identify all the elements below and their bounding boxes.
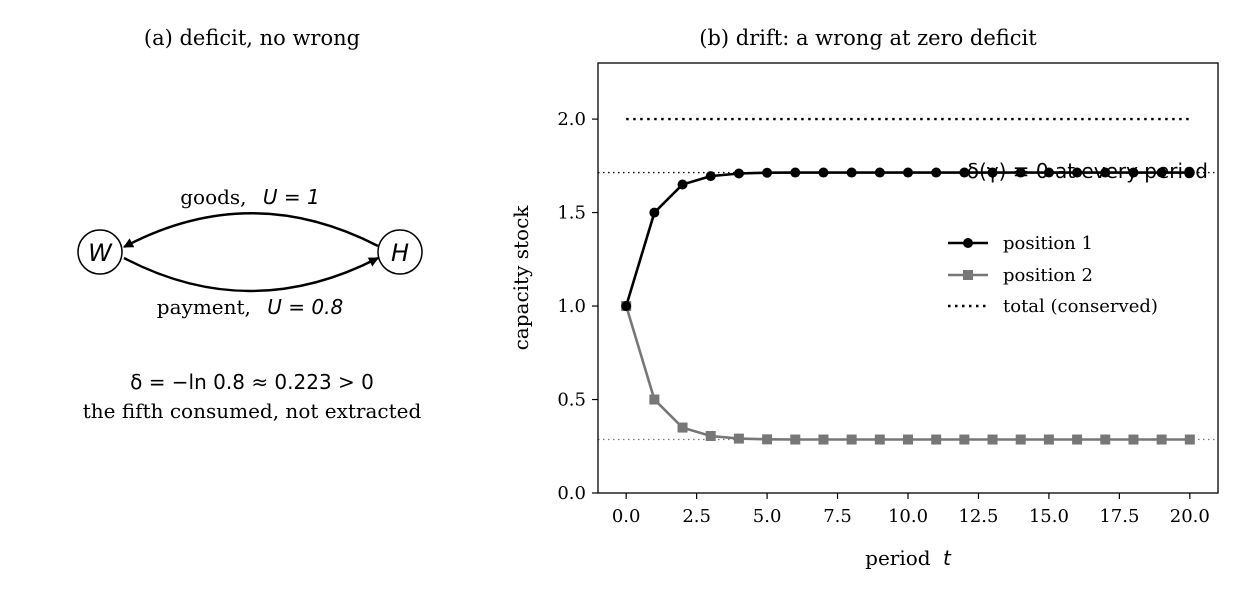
series-1-point bbox=[1128, 167, 1139, 178]
series-1-point bbox=[1072, 167, 1083, 178]
y-axis: 0.0 0.5 1.0 1.5 2.0 bbox=[557, 109, 598, 504]
series-2-point bbox=[874, 434, 885, 445]
node-w-label: W bbox=[88, 239, 113, 267]
series-2 bbox=[621, 301, 1195, 445]
legend-swatch-marker bbox=[963, 238, 973, 248]
panel-b-chart: (b) drift: a wrong at zero deficit 0.0 2.… bbox=[509, 26, 1219, 570]
panel-a: (a) deficit, no wrong W H goods, U = 1 p… bbox=[77, 26, 423, 423]
series-1-point bbox=[1100, 167, 1111, 178]
series-2-point bbox=[1128, 434, 1139, 445]
series-1-point bbox=[818, 167, 829, 178]
series-2-point bbox=[733, 433, 744, 444]
x-tick-label: 20.0 bbox=[1170, 506, 1210, 527]
series-2-point bbox=[818, 434, 829, 445]
x-tick-label: 7.5 bbox=[823, 506, 852, 527]
legend-label: position 1 bbox=[1003, 233, 1093, 254]
series-1-point bbox=[1043, 167, 1054, 178]
legend-label: total (conserved) bbox=[1003, 296, 1158, 317]
payment-label: payment, U = 0.8 bbox=[157, 295, 343, 319]
series-1-point bbox=[762, 167, 773, 178]
node-w-circle bbox=[77, 229, 123, 275]
series-1-point bbox=[733, 168, 744, 179]
legend: position 1 position 2 total (conserved) bbox=[948, 233, 1158, 317]
plot-frame bbox=[597, 62, 1219, 494]
panel-a-title: (a) deficit, no wrong bbox=[144, 26, 360, 50]
series-2-point bbox=[903, 434, 913, 445]
x-tick-label: 12.5 bbox=[958, 506, 998, 527]
y-tick-label: 0.0 bbox=[557, 483, 586, 504]
series-2-point bbox=[705, 430, 716, 441]
goods-label: goods, U = 1 bbox=[180, 185, 320, 209]
series-2-point bbox=[1184, 434, 1195, 445]
y-tick-label: 2.0 bbox=[557, 109, 586, 130]
x-axis: 0.0 2.5 5.0 7.5 10.0 12.5 15.0 17.5 20.0 bbox=[612, 493, 1210, 527]
series-1-point bbox=[846, 167, 857, 178]
series-1-line bbox=[624, 171, 1190, 307]
series-1 bbox=[621, 167, 1195, 312]
series-2-point bbox=[1100, 434, 1111, 445]
series-2-point bbox=[846, 434, 857, 445]
goods-label-math: U = 1 bbox=[263, 185, 320, 209]
annotation: δ(γ) ≡ 0 at every period bbox=[967, 159, 1208, 183]
series-2-point bbox=[1072, 434, 1083, 445]
payment-label-text: payment, bbox=[157, 295, 251, 319]
x-tick-label: 2.5 bbox=[682, 506, 711, 527]
series-1-point bbox=[874, 167, 885, 178]
series-layer bbox=[621, 167, 1195, 445]
series-1-point bbox=[677, 179, 688, 190]
series-1-point bbox=[959, 167, 970, 178]
series-1-point bbox=[931, 167, 942, 178]
series-1-point bbox=[1156, 167, 1167, 178]
legend-item-1: position 1 bbox=[948, 233, 1093, 254]
series-1-point bbox=[705, 171, 716, 182]
series-2-line bbox=[624, 305, 1190, 441]
legend-item-2: position 2 bbox=[948, 265, 1093, 286]
y-axis-label: capacity stock bbox=[509, 205, 533, 351]
node-w: W bbox=[77, 229, 123, 275]
legend-item-3: total (conserved) bbox=[948, 296, 1158, 317]
series-1-point bbox=[649, 207, 660, 218]
node-h-circle bbox=[377, 229, 423, 275]
series-1-point bbox=[790, 167, 801, 178]
series-1-point bbox=[903, 167, 913, 178]
series-2-point bbox=[649, 394, 660, 405]
x-tick-label: 15.0 bbox=[1029, 506, 1069, 527]
goods-label-text: goods, bbox=[180, 185, 246, 209]
y-tick-label: 1.5 bbox=[557, 203, 586, 224]
caption-note: the fifth consumed, not extracted bbox=[83, 399, 422, 423]
series-1-point bbox=[621, 301, 632, 312]
caption-formula: δ = −ln 0.8 ≈ 0.223 > 0 bbox=[130, 370, 374, 394]
payment-label-math: U = 0.8 bbox=[267, 295, 343, 319]
x-tick-label: 17.5 bbox=[1099, 506, 1139, 527]
x-tick-label: 0.0 bbox=[612, 506, 641, 527]
y-tick-label: 1.0 bbox=[557, 296, 586, 317]
payment-arrow bbox=[123, 256, 379, 293]
series-1-point bbox=[1015, 167, 1026, 178]
x-tick-label: 10.0 bbox=[888, 506, 928, 527]
x-axis-label: period t bbox=[865, 546, 952, 570]
legend-label: position 2 bbox=[1003, 265, 1093, 286]
chart-title: (b) drift: a wrong at zero deficit bbox=[699, 26, 1037, 50]
x-axis-label-math: t bbox=[943, 546, 952, 570]
series-1-point bbox=[1184, 167, 1195, 178]
node-h: H bbox=[377, 229, 423, 275]
series-2-point bbox=[790, 434, 801, 445]
legend-swatch-marker bbox=[963, 270, 973, 280]
x-tick-label: 5.0 bbox=[753, 506, 782, 527]
series-2-point bbox=[959, 434, 970, 445]
series-2-point bbox=[677, 422, 688, 433]
series-2-point bbox=[1156, 434, 1167, 445]
series-2-point bbox=[1015, 434, 1026, 445]
series-2-point bbox=[1043, 434, 1054, 445]
node-h-label: H bbox=[391, 239, 409, 267]
x-axis-label-text: period bbox=[865, 546, 931, 570]
goods-arrow bbox=[123, 212, 379, 249]
series-1-point bbox=[987, 167, 998, 178]
series-2-point bbox=[931, 434, 942, 445]
y-tick-label: 0.5 bbox=[557, 390, 586, 411]
series-2-point bbox=[987, 434, 998, 445]
series-2-point bbox=[762, 434, 773, 445]
